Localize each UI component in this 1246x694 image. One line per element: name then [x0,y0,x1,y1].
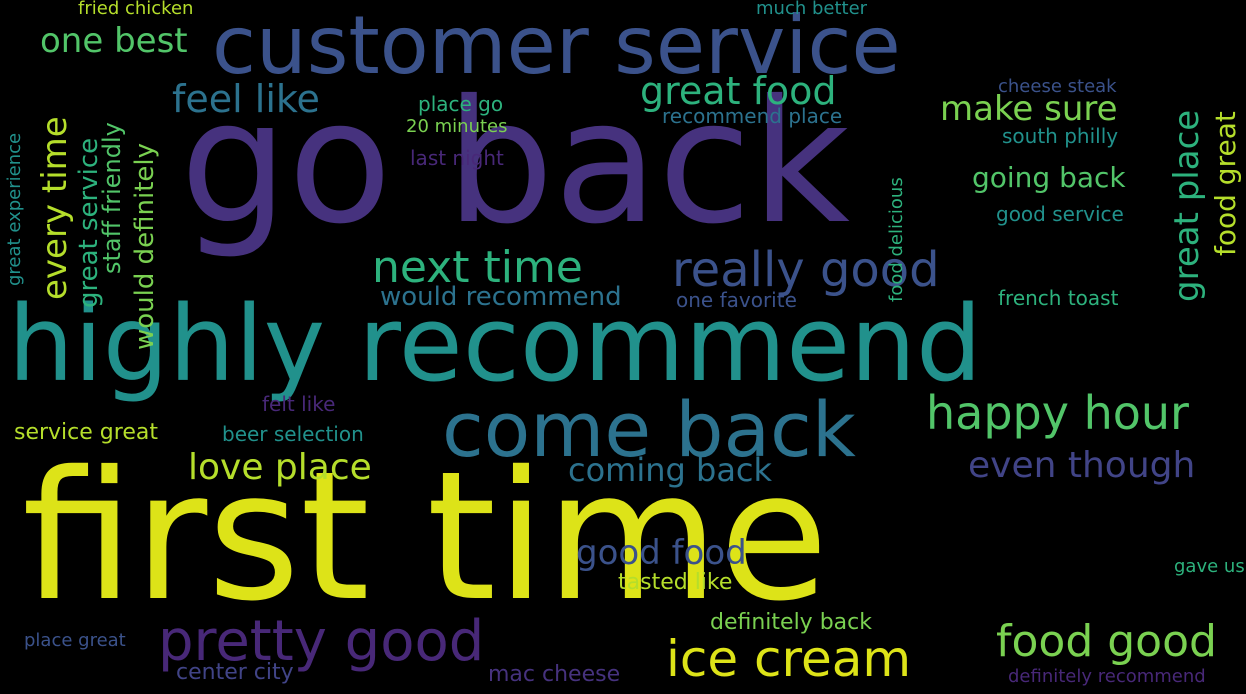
word-would-recommend: would recommend [380,282,622,312]
word-go-back: go back [180,64,850,262]
word-staff-friendly: staff friendly [98,122,126,274]
word-food-great: food great [1209,111,1242,256]
word-love-place: love place [188,447,372,488]
word-next-time: next time [372,242,583,293]
word-every-time: every time [35,116,75,300]
word-cheese-steak: cheese steak [998,76,1117,97]
word-20-minutes: 20 minutes [406,116,508,137]
word-pretty-good: pretty good [158,609,485,674]
word-french-toast: french toast [998,286,1119,310]
word-coming-back: coming back [568,451,773,489]
word-good-service: good service [996,202,1124,226]
word-service-great: service great [14,420,158,445]
word-mac-cheese: mac cheese [488,662,621,687]
word-happy-hour: happy hour [926,386,1189,440]
word-great-experience: great experience [4,132,25,286]
word-good-food: good food [576,533,747,573]
word-really-good: really good [672,242,940,298]
word-going-back: going back [972,161,1126,194]
word-definitely-recommend: definitely recommend [1008,666,1206,687]
word-one-best: one best [40,21,188,61]
word-highly-recommend: highly recommend [8,283,983,405]
word-beer-selection: beer selection [222,422,364,446]
word-recommend-place: recommend place [662,104,843,128]
word-definitely-back: definitely back [710,610,872,635]
word-ice-cream: ice cream [666,630,912,688]
word-even-though: even though [968,445,1196,486]
word-customer-service: customer service [212,0,901,92]
word-feel-like: feel like [172,77,320,121]
word-food-good: food good [996,616,1217,667]
word-south-philly: south philly [1002,124,1119,148]
word-first-time: first time [22,433,829,640]
word-tasted-like: tasted like [618,570,733,595]
word-come-back: come back [442,385,856,474]
word-place-great: place great [24,630,126,651]
word-gave-us: gave us [1174,556,1245,577]
word-make-sure: make sure [940,89,1118,129]
word-place-go: place go [418,92,504,116]
word-one-favorite: one favorite [676,288,797,312]
word-much-better: much better [756,0,868,19]
word-food-delicious: food delicious [886,177,907,302]
word-felt-like: felt like [262,392,336,416]
word-great-food: great food [640,69,837,113]
word-last-night: last night [410,146,504,170]
word-would-definitely: would definitely [130,142,160,350]
word-fried-chicken: fried chicken [78,0,194,19]
word-center-city: center city [176,660,294,685]
word-great-place: great place [1167,109,1207,302]
